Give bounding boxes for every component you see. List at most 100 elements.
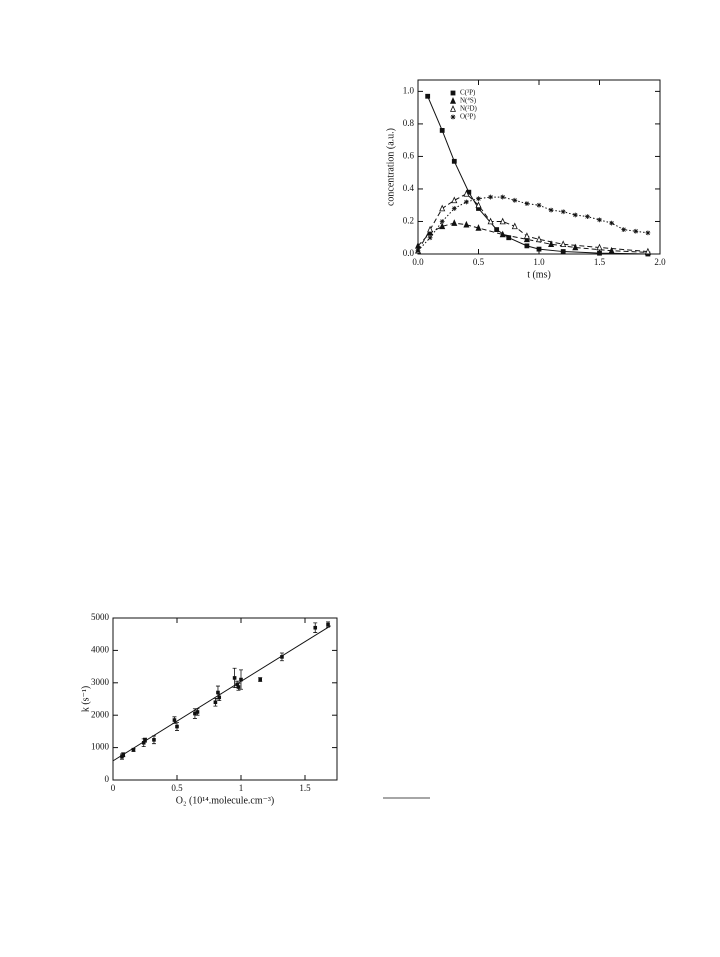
data-point (141, 740, 146, 745)
data-point (217, 695, 222, 700)
data-point (585, 214, 590, 219)
y-tick-label: 0.4 (403, 183, 415, 193)
data-point (523, 235, 530, 243)
y-tick-label: 1.0 (403, 85, 415, 95)
data-point (597, 250, 602, 256)
data-point (143, 738, 147, 742)
series-line (417, 222, 648, 253)
legend-marker (449, 105, 457, 112)
data-point (236, 685, 241, 689)
data-point (608, 246, 615, 254)
data-point (548, 207, 554, 213)
data-point (415, 248, 421, 254)
data-point (193, 711, 197, 716)
data-point (463, 220, 470, 228)
data-point (232, 676, 237, 680)
data-point (439, 219, 445, 224)
data-point (548, 240, 555, 248)
data-point (506, 235, 512, 241)
data-point (572, 212, 578, 218)
data-point (494, 227, 500, 233)
data-point (621, 227, 627, 233)
data-point (464, 199, 469, 205)
data-point (487, 217, 494, 225)
data-point (476, 206, 481, 211)
data-point (560, 209, 566, 215)
y-tick-label: 4000 (91, 644, 110, 654)
y-tick-label: 5000 (91, 612, 110, 622)
series-line (417, 193, 648, 253)
data-point (644, 247, 651, 255)
y-tick-label: 0.8 (403, 118, 415, 128)
y-tick-label: 0 (105, 774, 110, 784)
data-point (235, 682, 239, 687)
data-point (560, 240, 567, 248)
y-tick-label: 0.6 (403, 150, 415, 160)
data-point (645, 230, 651, 236)
data-point (535, 235, 543, 243)
data-point (463, 189, 470, 197)
x-tick-label: 1.5 (299, 783, 311, 793)
data-point (172, 718, 177, 722)
data-point (239, 677, 243, 682)
data-point (633, 228, 639, 234)
data-point (280, 655, 284, 659)
data-point (536, 246, 542, 252)
data-point (258, 677, 262, 682)
data-point (560, 249, 566, 254)
data-point (476, 196, 481, 202)
legend-label: N(²D) (460, 105, 478, 113)
data-point (524, 243, 530, 249)
data-point (475, 201, 482, 209)
plot-frame (112, 617, 338, 781)
data-point (466, 189, 472, 195)
data-point (195, 710, 200, 714)
data-point (536, 202, 542, 208)
data-point (451, 206, 457, 211)
x-tick-label: 0 (111, 783, 116, 793)
y-tick-label: 3000 (91, 677, 110, 687)
data-point (451, 219, 458, 226)
x-tick-label: 2.0 (654, 257, 666, 267)
y-tick-label: 0.0 (403, 248, 415, 258)
data-point (439, 222, 446, 230)
data-point (572, 243, 579, 251)
data-point (427, 235, 433, 241)
data-point (213, 700, 218, 705)
data-point (313, 625, 318, 630)
series-line (417, 196, 648, 252)
data-point (427, 225, 434, 233)
data-point (512, 197, 518, 203)
y-tick-label: 0.2 (403, 216, 414, 226)
x-axis-label: O₂ (10¹⁴.molecule.cm⁻³) (176, 795, 275, 806)
data-point (500, 194, 506, 200)
legend-label: C(³P) (460, 89, 476, 97)
x-axis-label: t (ms) (527, 269, 551, 280)
data-point (596, 243, 603, 251)
legend-marker (450, 90, 456, 96)
data-point (152, 738, 156, 742)
x-tick-label: 1.0 (533, 257, 545, 267)
y-tick-label: 2000 (91, 709, 110, 719)
x-tick-label: 1 (239, 783, 244, 793)
legend-marker (449, 97, 457, 104)
data-point (326, 622, 330, 627)
y-axis-label: k (s⁻¹) (80, 686, 91, 712)
fit-line (112, 625, 331, 762)
data-point (131, 748, 136, 752)
data-point (121, 752, 126, 757)
legend-label: O(³P) (460, 113, 476, 121)
data-point (439, 204, 446, 212)
data-point (609, 220, 614, 226)
data-point (499, 217, 506, 225)
data-point (524, 201, 530, 206)
legend-label: N(⁴S) (460, 97, 477, 105)
y-axis-label: concentration (a.u.) (385, 128, 396, 206)
data-point (175, 724, 179, 729)
legend-marker (450, 114, 456, 120)
x-tick-label: 0.5 (171, 783, 183, 793)
data-point (597, 217, 602, 223)
data-point (439, 128, 445, 133)
